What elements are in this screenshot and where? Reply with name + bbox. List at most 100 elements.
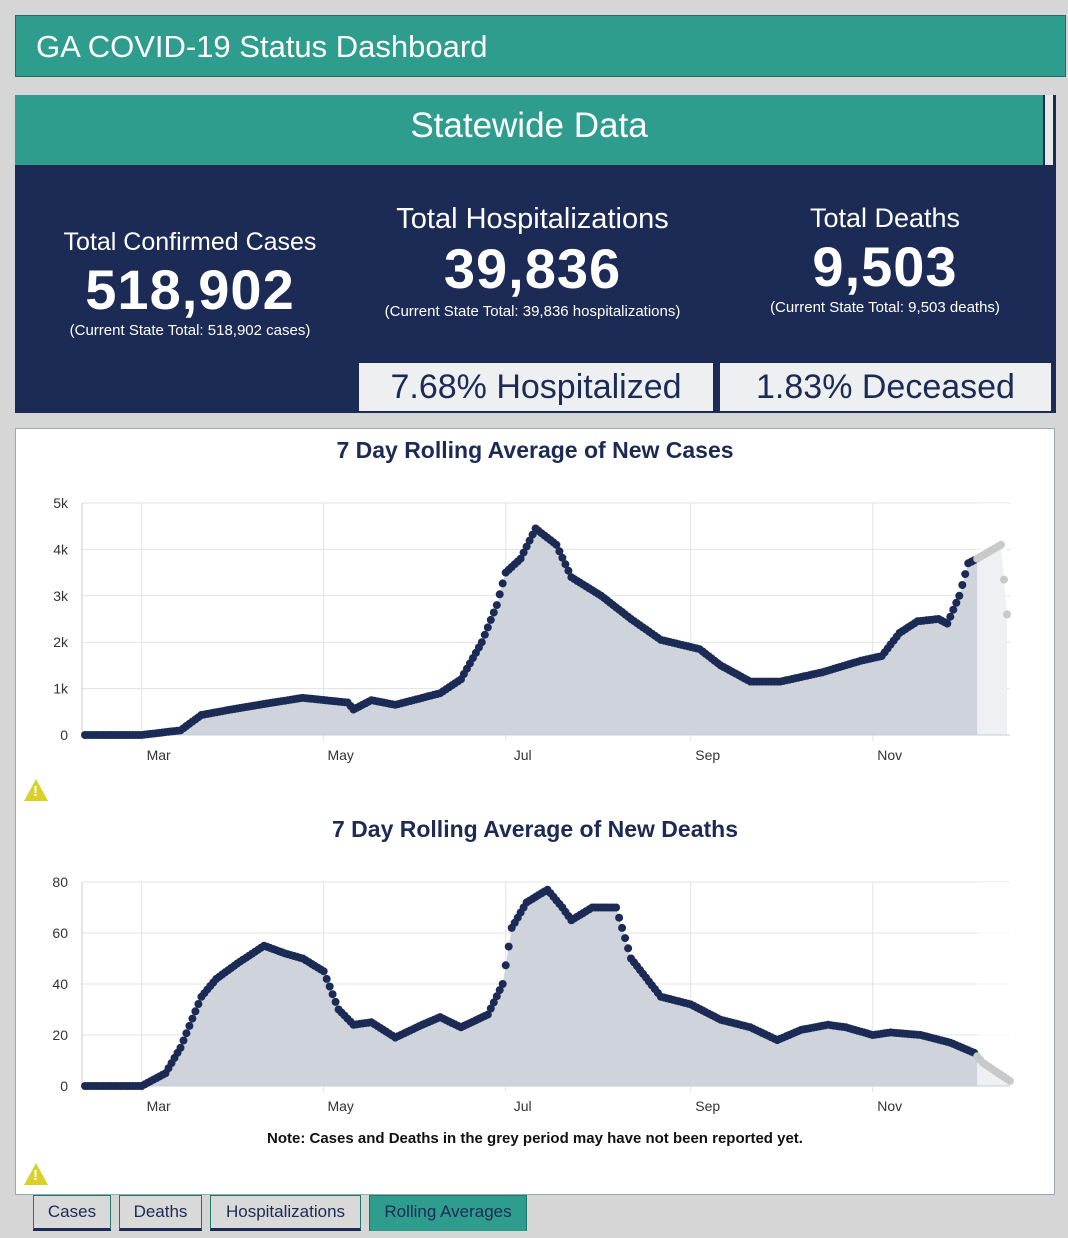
data-point xyxy=(483,1010,492,1019)
deaths-chart: 0 20 40 60 80 Mar May Jul Sep Nov xyxy=(52,874,1014,1114)
data-point xyxy=(997,540,1005,549)
x-tick-label: May xyxy=(327,1098,353,1114)
y-tick-label: 0 xyxy=(60,727,68,743)
grey-period-band xyxy=(977,503,1008,735)
data-point xyxy=(483,623,492,632)
y-tick-label: 1k xyxy=(53,681,69,697)
cases-chart: 0 1k 2k 3k 4k 5k Mar May Jul Sep Nov xyxy=(53,495,1011,763)
data-point xyxy=(624,944,633,953)
data-point xyxy=(188,1014,197,1023)
data-point xyxy=(182,1029,191,1038)
data-point xyxy=(504,942,513,951)
cases-value: 518,902 xyxy=(85,258,295,321)
tab-hospitalizations[interactable]: Hospitalizations xyxy=(210,1195,361,1231)
data-point xyxy=(958,581,967,589)
data-point xyxy=(621,934,630,943)
hospitalized-percent: 7.68% Hospitalized xyxy=(359,363,713,411)
statewide-panel: Statewide Data Total Confirmed Cases 518… xyxy=(15,95,1056,413)
y-tick-label: 4k xyxy=(53,541,69,557)
cases-chart-title: 7 Day Rolling Average of New Cases xyxy=(336,437,734,463)
area-fill xyxy=(84,528,1008,735)
tab-cases[interactable]: Cases xyxy=(33,1195,111,1231)
data-point xyxy=(1006,1076,1014,1085)
x-tick-label: Jul xyxy=(514,1098,532,1114)
data-point xyxy=(492,992,501,1001)
data-point xyxy=(949,605,958,614)
x-tick-label: May xyxy=(327,747,353,763)
tab-deaths[interactable]: Deaths xyxy=(119,1195,202,1231)
data-point xyxy=(561,560,570,569)
area-fill xyxy=(84,889,1010,1086)
data-point xyxy=(961,570,970,579)
data-point xyxy=(194,1000,203,1008)
data-point xyxy=(528,530,537,539)
statewide-title: Statewide Data xyxy=(15,95,1043,165)
data-point xyxy=(185,1021,194,1030)
data-point xyxy=(612,903,621,912)
data-point xyxy=(486,615,495,624)
data-point xyxy=(615,913,624,922)
data-point xyxy=(480,630,489,639)
data-point xyxy=(1003,610,1011,619)
grey-period-band xyxy=(977,882,1010,1086)
deceased-percent: 1.83% Deceased xyxy=(720,363,1051,411)
x-tick-label: Mar xyxy=(147,747,171,763)
data-point xyxy=(555,547,564,556)
scrollbar[interactable] xyxy=(1045,95,1053,165)
deaths-label: Total Deaths xyxy=(809,203,961,233)
data-point xyxy=(955,591,964,600)
data-point xyxy=(946,612,955,621)
hospitalizations-label: Total Hospitalizations xyxy=(396,203,669,235)
data-point xyxy=(558,553,567,562)
y-tick-label: 20 xyxy=(52,1027,68,1043)
data-point xyxy=(328,990,337,999)
y-tick-label: 80 xyxy=(52,874,68,890)
data-point xyxy=(522,542,531,551)
data-point xyxy=(943,619,952,628)
data-point xyxy=(525,536,534,545)
cases-sub: (Current State Total: 518,902 cases) xyxy=(69,322,311,339)
data-point xyxy=(489,608,498,617)
data-point xyxy=(325,982,334,991)
data-point xyxy=(486,1004,495,1013)
dashboard-header: GA COVID-19 Status Dashboard xyxy=(15,15,1066,77)
data-point xyxy=(552,540,561,549)
deaths-sub: (Current State Total: 9,503 deaths) xyxy=(770,299,1000,316)
data-point xyxy=(498,980,507,988)
warning-icon[interactable]: ! xyxy=(24,779,48,801)
x-tick-label: Nov xyxy=(877,747,902,763)
data-point xyxy=(519,548,528,557)
data-point xyxy=(331,997,340,1006)
warning-icon[interactable]: ! xyxy=(24,1163,48,1185)
data-point xyxy=(489,998,498,1007)
deaths-value: 9,503 xyxy=(812,235,958,298)
x-tick-label: Sep xyxy=(695,747,720,763)
x-tick-label: Mar xyxy=(147,1098,171,1114)
y-tick-label: 40 xyxy=(52,976,68,992)
y-tick-label: 60 xyxy=(52,925,68,941)
data-point xyxy=(1000,575,1008,584)
deaths-stat: Total Deaths 9,503 (Current State Total:… xyxy=(715,203,1055,316)
data-point xyxy=(501,961,510,970)
data-point xyxy=(618,923,627,932)
data-point xyxy=(179,1036,188,1045)
data-point xyxy=(516,554,525,563)
x-tick-label: Jul xyxy=(514,747,532,763)
x-tick-label: Sep xyxy=(695,1098,720,1114)
hospitalizations-stat: Total Hospitalizations 39,836 (Current S… xyxy=(360,203,705,320)
data-point xyxy=(564,566,573,575)
data-point xyxy=(322,974,331,983)
hospitalizations-value: 39,836 xyxy=(443,237,622,300)
y-tick-label: 2k xyxy=(53,634,69,650)
data-point xyxy=(191,1007,200,1016)
tab-rolling-averages[interactable]: Rolling Averages xyxy=(369,1195,527,1231)
y-tick-label: 5k xyxy=(53,495,69,511)
hospitalizations-sub: (Current State Total: 39,836 hospitaliza… xyxy=(384,303,681,320)
data-point xyxy=(952,598,961,607)
data-point xyxy=(495,986,504,995)
cases-label: Total Confirmed Cases xyxy=(63,228,317,256)
data-point xyxy=(319,967,328,976)
data-point xyxy=(492,601,501,610)
data-point xyxy=(477,638,486,647)
cases-stat: Total Confirmed Cases 518,902 (Current S… xyxy=(15,228,365,339)
